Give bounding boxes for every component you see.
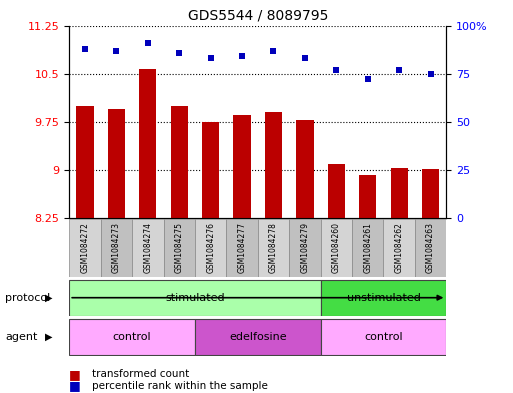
Bar [195,219,226,277]
Text: percentile rank within the sample: percentile rank within the sample [92,381,268,391]
Text: GSM1084260: GSM1084260 [332,222,341,273]
Text: GSM1084273: GSM1084273 [112,222,121,273]
Text: ■: ■ [69,379,81,393]
Text: GSM1084275: GSM1084275 [175,222,184,273]
Text: GSM1084262: GSM1084262 [394,222,404,273]
Bar [422,169,439,218]
Point [238,53,246,59]
Bar [69,280,321,316]
Text: ▶: ▶ [45,332,52,342]
Point [395,67,403,73]
Point [112,48,121,54]
Bar [383,219,415,277]
Text: control: control [364,332,403,342]
Bar [321,219,352,277]
Text: edelfosine: edelfosine [229,332,287,342]
Bar [132,219,164,277]
Text: GSM1084274: GSM1084274 [143,222,152,273]
Point [426,70,435,77]
Bar [202,122,219,218]
Point [364,76,372,83]
Point [207,55,215,61]
Text: GSM1084261: GSM1084261 [363,222,372,273]
Text: control: control [113,332,151,342]
Bar [321,280,446,316]
Bar [328,163,345,218]
Bar [101,219,132,277]
Bar [415,219,446,277]
Bar [164,219,195,277]
Bar [352,219,383,277]
Text: GSM1084279: GSM1084279 [301,222,309,273]
Bar [108,109,125,218]
Text: ■: ■ [69,367,81,381]
Bar [390,168,408,218]
Bar [258,219,289,277]
Text: unstimulated: unstimulated [346,293,421,303]
Bar [233,116,251,218]
Bar [195,319,321,355]
Bar [289,219,321,277]
Text: GSM1084276: GSM1084276 [206,222,215,273]
Bar [139,69,156,218]
Bar [69,219,101,277]
Text: agent: agent [5,332,37,342]
Bar [69,319,195,355]
Text: transformed count: transformed count [92,369,190,379]
Title: GDS5544 / 8089795: GDS5544 / 8089795 [188,9,328,23]
Bar [226,219,258,277]
Text: GSM1084278: GSM1084278 [269,222,278,273]
Point [269,48,278,54]
Point [144,40,152,46]
Point [175,50,183,56]
Bar [76,106,93,218]
Bar [265,112,282,218]
Text: ▶: ▶ [45,293,52,303]
Point [81,46,89,52]
Text: GSM1084263: GSM1084263 [426,222,435,273]
Text: GSM1084277: GSM1084277 [238,222,247,273]
Text: GSM1084272: GSM1084272 [81,222,89,273]
Bar [321,319,446,355]
Bar [359,175,377,218]
Text: stimulated: stimulated [165,293,225,303]
Point [301,55,309,61]
Bar [297,120,313,218]
Bar [171,106,188,218]
Point [332,67,341,73]
Text: protocol: protocol [5,293,50,303]
